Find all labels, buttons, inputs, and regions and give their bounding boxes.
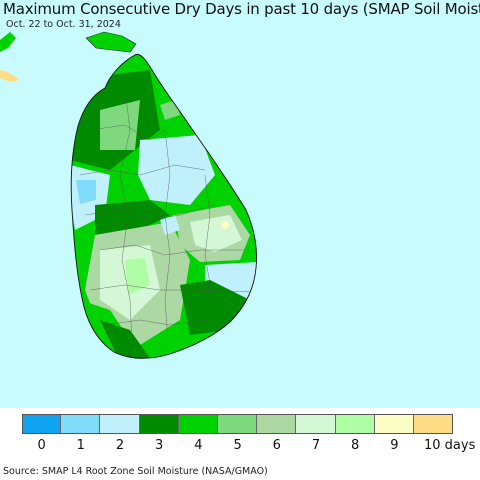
legend-swatch-0 (22, 414, 62, 434)
legend-label-7: 7 (311, 438, 321, 453)
jaffna-peninsula (85, 31, 137, 53)
date-range: Oct. 22 to Oct. 31, 2024 (6, 19, 121, 30)
legend: 0 1 2 3 4 5 6 7 8 9 10 days (0, 408, 480, 466)
legend-swatch-10 (414, 414, 454, 434)
legend-label-2: 2 (115, 438, 125, 453)
legend-swatch-2 (100, 414, 140, 434)
legend-label-6: 6 (272, 438, 281, 453)
legend-swatch-9 (374, 414, 414, 434)
legend-label-4: 4 (194, 438, 203, 453)
island-coastline (70, 53, 257, 359)
page-title: Maximum Consecutive Dry Days in past 10 … (3, 0, 480, 18)
legend-label-8: 8 (351, 438, 360, 453)
legend-label-10: 10 days (424, 438, 476, 453)
legend-swatch-1 (61, 414, 101, 434)
legend-label-1: 1 (76, 438, 85, 453)
legend-label-3: 3 (155, 438, 164, 453)
legend-swatch-5 (218, 414, 258, 434)
india-coast-fragment (0, 32, 16, 52)
island-shading (71, 54, 257, 359)
map-panel: Maximum Consecutive Dry Days in past 10 … (0, 0, 480, 408)
legend-swatch-3 (139, 414, 179, 434)
legend-swatch-8 (335, 414, 375, 434)
district-boundaries (79, 89, 251, 346)
map-svg (0, 31, 257, 359)
india-coast-dry (0, 70, 20, 82)
legend-swatch-4 (178, 414, 218, 434)
source-note: Source: SMAP L4 Root Zone Soil Moisture … (3, 466, 268, 477)
legend-label-9: 9 (390, 438, 399, 453)
legend-swatch-7 (296, 414, 336, 434)
legend-label-5: 5 (233, 438, 242, 453)
legend-label-0: 0 (37, 438, 46, 453)
legend-swatch-6 (257, 414, 297, 434)
